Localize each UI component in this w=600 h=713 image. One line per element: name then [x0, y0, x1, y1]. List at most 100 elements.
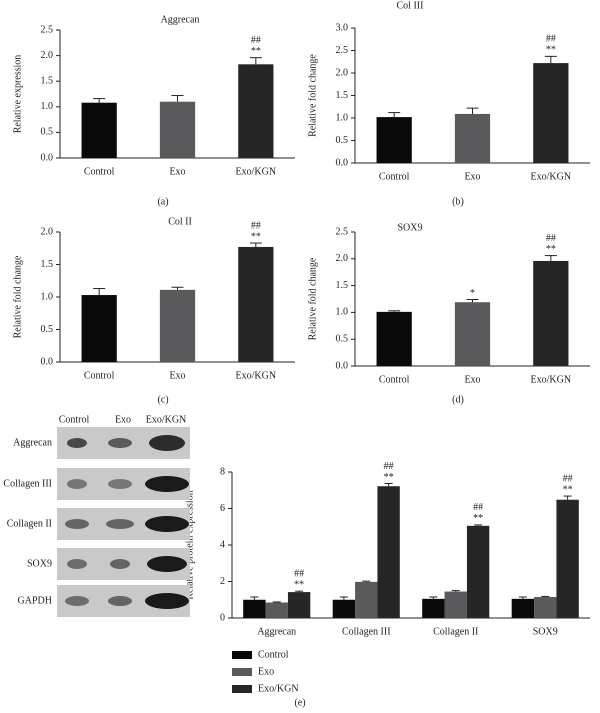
y-tick-label: 0.0 [336, 360, 349, 371]
blot-band [149, 435, 185, 451]
x-tick-label: Exo/KGN [531, 374, 572, 385]
significance-label: ** [546, 45, 556, 56]
y-tick-label: 6 [220, 503, 225, 514]
y-tick-label: 2 [220, 576, 225, 587]
significance-label: ** [473, 513, 483, 524]
bar [238, 246, 274, 362]
y-tick-label: 1.5 [41, 259, 54, 270]
x-tick-label: Aggrecan [257, 626, 296, 637]
y-tick-label: 1.5 [41, 75, 54, 86]
significance-label: ** [546, 244, 556, 255]
x-tick-label: Exo/KGN [531, 171, 572, 182]
significance-label: ** [294, 579, 304, 590]
chart-title: SOX9 [397, 222, 422, 233]
legend-swatch [232, 668, 252, 676]
bar [377, 486, 400, 618]
y-axis-title: Relative fold change [307, 257, 318, 340]
bar [533, 260, 569, 366]
bar [159, 289, 196, 362]
significance-label: ** [384, 472, 394, 483]
bar [376, 311, 412, 366]
x-tick-label: SOX9 [533, 626, 558, 637]
y-tick-label: 0.0 [41, 152, 54, 163]
x-tick-label: Control [84, 370, 115, 381]
y-tick-label: 0.5 [336, 333, 349, 344]
blot-row-label: SOX9 [27, 558, 52, 569]
y-tick-label: 2.0 [41, 226, 54, 237]
panel-label: (c) [157, 394, 168, 405]
significance-label: ## [251, 35, 261, 46]
bar [556, 499, 579, 618]
panel-label: (e) [294, 697, 305, 708]
bar [376, 117, 412, 163]
significance-label: ## [546, 233, 556, 244]
blot-band [67, 479, 87, 489]
y-axis-title: Relative fold change [307, 54, 318, 137]
blot-row-label: GAPDH [18, 595, 52, 606]
y-tick-label: 4 [220, 539, 225, 550]
bar [287, 592, 311, 618]
chart-title: Col III [397, 0, 424, 11]
blot-row-label: Aggrecan [13, 437, 52, 448]
chart-title: Aggrecan [161, 14, 200, 25]
y-tick-label: 1.5 [336, 280, 349, 291]
bar [454, 113, 491, 163]
significance-label: ## [294, 568, 304, 579]
significance-label: ## [473, 502, 483, 513]
y-tick-label: 0 [220, 612, 225, 623]
y-axis-title: Relative fold change [12, 255, 23, 338]
x-tick-label: Exo [464, 374, 480, 385]
y-tick-label: 2.5 [336, 45, 349, 56]
x-tick-label: Control [84, 166, 115, 177]
panel-label: (a) [157, 196, 168, 207]
blot-band [108, 438, 132, 448]
y-tick-label: 0.0 [336, 157, 349, 168]
blot-band [65, 519, 89, 529]
legend-swatch [232, 651, 252, 659]
panel-label: (b) [452, 196, 464, 207]
x-tick-label: Exo/KGN [236, 370, 277, 381]
bar [422, 598, 445, 618]
bar [533, 63, 569, 163]
blot-band [147, 556, 187, 572]
significance-label: ## [251, 220, 261, 231]
blot-row-label: Collagen III [3, 478, 52, 489]
blot-band [67, 559, 87, 569]
bar [511, 598, 535, 618]
bar [332, 599, 356, 618]
y-tick-label: 1.0 [336, 112, 349, 123]
blot-band [65, 596, 89, 606]
significance-label: ** [251, 231, 261, 242]
significance-label: * [470, 288, 475, 299]
y-tick-label: 2.5 [336, 226, 349, 237]
x-tick-label: Collagen III [342, 626, 391, 637]
significance-label: ## [563, 473, 573, 484]
bar [238, 64, 274, 158]
x-tick-label: Exo [169, 166, 185, 177]
panel-label: (d) [452, 394, 464, 405]
x-tick-label: Exo [169, 370, 185, 381]
bar [355, 581, 378, 618]
blot-band [106, 519, 134, 529]
y-tick-label: 1.0 [41, 101, 54, 112]
significance-label: ## [546, 34, 556, 45]
bar [466, 525, 490, 618]
bar [534, 597, 557, 618]
y-tick-label: 2.0 [336, 67, 349, 78]
y-tick-label: 0.5 [41, 127, 54, 138]
blot-band [67, 438, 87, 448]
significance-label: ** [251, 46, 261, 57]
y-tick-label: 2.0 [41, 50, 54, 61]
chart-title: Col II [168, 216, 192, 227]
blot-band [110, 559, 130, 569]
blot-column-label: Exo [115, 414, 131, 425]
y-tick-label: 1.0 [41, 291, 54, 302]
legend-label: Exo [258, 666, 274, 677]
bar [81, 102, 117, 158]
blot-band [108, 596, 132, 606]
significance-label: ## [384, 461, 394, 472]
y-axis-title: Relative expression [12, 55, 23, 134]
bar [243, 599, 266, 618]
bar [444, 591, 467, 618]
